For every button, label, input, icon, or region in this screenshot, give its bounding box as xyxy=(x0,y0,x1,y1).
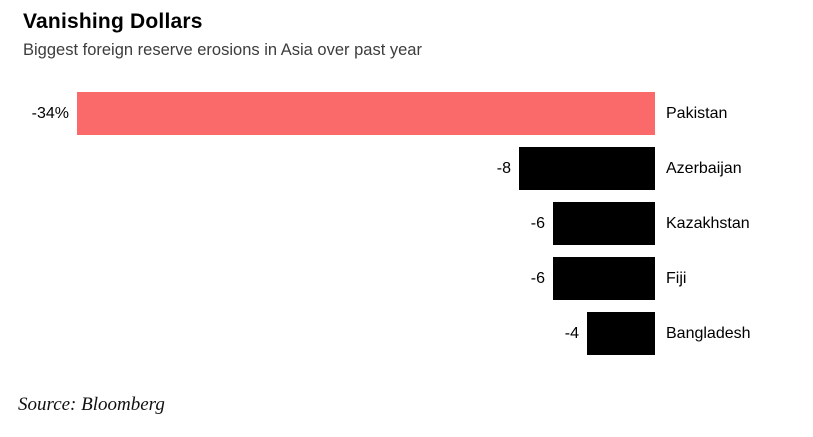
category-label-pakistan: Pakistan xyxy=(666,104,728,122)
source-attribution: Source: Bloomberg xyxy=(18,394,165,415)
chart-title: Vanishing Dollars xyxy=(23,10,203,33)
bar-zone: -6 xyxy=(0,257,655,300)
bar-zone: -4 xyxy=(0,312,655,355)
value-label-bangladesh: -4 xyxy=(564,324,579,342)
category-label-fiji: Fiji xyxy=(666,269,687,287)
bar-bangladesh xyxy=(587,312,655,355)
bar-zone: -34% xyxy=(0,92,655,135)
bar-row-fiji: -6 Fiji xyxy=(0,251,813,306)
bar-pakistan xyxy=(77,92,655,135)
chart-subtitle: Biggest foreign reserve erosions in Asia… xyxy=(23,41,422,59)
bar-row-azerbaijan: -8 Azerbaijan xyxy=(0,141,813,196)
bar-row-pakistan: -34% Pakistan xyxy=(0,86,813,141)
category-label-azerbaijan: Azerbaijan xyxy=(666,159,742,177)
value-label-pakistan: -34% xyxy=(31,104,69,122)
category-label-bangladesh: Bangladesh xyxy=(666,324,751,342)
category-label-kazakhstan: Kazakhstan xyxy=(666,214,750,232)
bar-row-kazakhstan: -6 Kazakhstan xyxy=(0,196,813,251)
bar-fiji xyxy=(553,257,655,300)
bar-chart: -34% Pakistan -8 Azerbaijan -6 Kazakhsta… xyxy=(0,86,813,361)
value-label-kazakhstan: -6 xyxy=(530,214,545,232)
bar-zone: -6 xyxy=(0,202,655,245)
value-label-fiji: -6 xyxy=(530,269,545,287)
chart-header: Vanishing Dollars Biggest foreign reserv… xyxy=(23,10,793,60)
bar-kazakhstan xyxy=(553,202,655,245)
bar-zone: -8 xyxy=(0,147,655,190)
bar-azerbaijan xyxy=(519,147,655,190)
value-label-azerbaijan: -8 xyxy=(496,159,511,177)
bar-row-bangladesh: -4 Bangladesh xyxy=(0,306,813,361)
